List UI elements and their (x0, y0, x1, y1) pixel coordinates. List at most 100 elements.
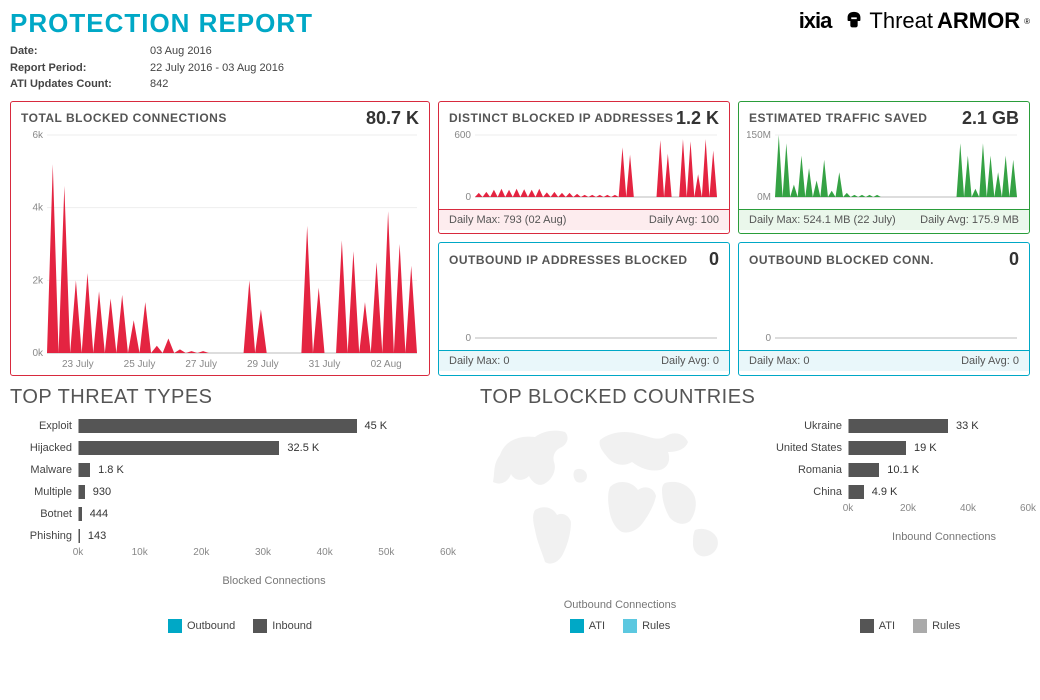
bottom-grid: TOP THREAT TYPES Exploit45 KHijacked32.5… (10, 386, 1030, 611)
helmet-icon (843, 10, 865, 32)
hbar-label: Multiple (10, 486, 78, 498)
section-threat-types: TOP THREAT TYPES Exploit45 KHijacked32.5… (10, 386, 470, 611)
chart-total-blocked: 0k2k4k6k23 July25 July27 July29 July31 J… (11, 131, 429, 375)
hbar-label: Malware (10, 464, 78, 476)
legend-swatch (623, 619, 637, 633)
hbar-tick: 60k (1020, 503, 1036, 514)
hbar-fill (849, 419, 948, 433)
legend-label: ATI (589, 620, 605, 632)
hbar-label: United States (760, 442, 848, 454)
hbar-tick: 20k (193, 547, 209, 558)
panel-outip-value: 0 (709, 249, 719, 270)
legend-label: Outbound (187, 620, 235, 632)
panel-distinct-title: DISTINCT BLOCKED IP ADDRESSES (449, 111, 674, 125)
hbar-row: Multiple 930 (10, 481, 470, 503)
legend-swatch (168, 619, 182, 633)
meta-period: Report Period: 22 July 2016 - 03 Aug 201… (10, 60, 313, 77)
panel-outconn-max: Daily Max: 0 (749, 355, 810, 367)
hbar-row: Exploit45 K (10, 415, 470, 437)
chart-threat-types: Exploit45 K Hijacked 32.5 K Malware 1.8 K Mul… (10, 415, 470, 587)
svg-text:25 July: 25 July (124, 359, 156, 369)
chart-traffic-saved: 0M150M (739, 131, 1029, 209)
panel-traffic-max: Daily Max: 524.1 MB (22 July) (749, 214, 896, 226)
hbar-fill (849, 463, 879, 477)
hbar-row: United States 19 K (760, 437, 1040, 459)
legend-map: ATI Rules (480, 619, 760, 633)
svg-text:4k: 4k (32, 202, 44, 213)
legends-row: Outbound Inbound ATI Rules ATI Rules (10, 619, 1030, 633)
hbar-value: 1.8 K (94, 463, 124, 477)
legend-label: ATI (879, 620, 895, 632)
hbar-track: 10.1 K (848, 463, 1040, 477)
legend-item: ATI (860, 619, 895, 633)
hbar-tick: 0k (843, 503, 854, 514)
legend-swatch (860, 619, 874, 633)
hbar-row: Phishing143 (10, 525, 470, 547)
logo-threatarmor: ThreatARMOR® (843, 8, 1030, 34)
hbar-row: Romania 10.1 K (760, 459, 1040, 481)
hbar-value: 32.5 K (283, 441, 319, 455)
hbar-label: Botnet (10, 508, 78, 520)
logo-threat-prefix: Threat (869, 8, 933, 34)
hbar-label: China (760, 486, 848, 498)
panel-total-blocked: TOTAL BLOCKED CONNECTIONS 80.7 K 0k2k4k6… (10, 101, 430, 376)
hbar-row: China 4.9 K (760, 481, 1040, 503)
panel-outconn-title: OUTBOUND BLOCKED CONN. (749, 253, 934, 267)
hbar-track: 32.5 K (78, 441, 470, 455)
chart-distinct-ip: 0600 (439, 131, 729, 209)
svg-text:23 July: 23 July (62, 359, 94, 369)
hbar-label: Romania (760, 464, 848, 476)
hbar-value: 45 K (361, 419, 388, 433)
panel-total-value: 80.7 K (366, 108, 419, 129)
chart-blocked-countries: Ukraine33 K United States 19 K Romania 10.1 … (760, 415, 1040, 611)
world-map: Outbound Connections (480, 415, 760, 611)
meta-updates: ATI Updates Count: 842 (10, 76, 313, 93)
header: PROTECTION REPORT Date: 03 Aug 2016 Repo… (10, 8, 1030, 93)
svg-text:6k: 6k (32, 131, 44, 141)
meta-date: Date: 03 Aug 2016 (10, 43, 313, 60)
hbar-value: 4.9 K (868, 485, 898, 499)
legend-item: Rules (913, 619, 960, 633)
svg-text:29 July: 29 July (247, 359, 279, 369)
panel-traffic-value: 2.1 GB (962, 108, 1019, 129)
hbar-value: 444 (86, 507, 108, 521)
legend-threat-types: Outbound Inbound (10, 619, 470, 633)
hbar-tick: 20k (900, 503, 916, 514)
panel-outconn-avg: Daily Avg: 0 (961, 355, 1019, 367)
hbar-track: 45 K (78, 419, 470, 433)
meta-updates-label: ATI Updates Count: (10, 76, 150, 93)
svg-text:02 Aug: 02 Aug (371, 359, 402, 369)
chart-outbound-ip: 0 (439, 272, 729, 350)
header-left: PROTECTION REPORT Date: 03 Aug 2016 Repo… (10, 8, 313, 93)
legend-swatch (570, 619, 584, 633)
hbar-value: 10.1 K (883, 463, 919, 477)
legend-item: Inbound (253, 619, 312, 633)
legend-label: Rules (642, 620, 670, 632)
hbar-value: 33 K (952, 419, 979, 433)
hbar-track: 33 K (848, 419, 1040, 433)
page-title: PROTECTION REPORT (10, 8, 313, 39)
section-blocked-countries: TOP BLOCKED COUNTRIES Outbound Connectio… (480, 386, 1040, 611)
hbar-track: 4.9 K (848, 485, 1040, 499)
svg-text:150M: 150M (747, 131, 771, 141)
hbar-label: Hijacked (10, 442, 78, 454)
hbar-value: 19 K (910, 441, 937, 455)
svg-text:0: 0 (465, 333, 471, 344)
hbar-tick: 40k (960, 503, 976, 514)
hbar-value: 930 (89, 485, 111, 499)
meta-period-value: 22 July 2016 - 03 Aug 2016 (150, 60, 284, 77)
legend-item: ATI (570, 619, 605, 633)
logo-threat-suffix: ARMOR (937, 8, 1020, 34)
svg-text:27 July: 27 July (185, 359, 217, 369)
panel-traffic-avg: Daily Avg: 175.9 MB (920, 214, 1019, 226)
panel-outip-title: OUTBOUND IP ADDRESSES BLOCKED (449, 253, 688, 267)
hbar-track: 143 (78, 529, 470, 543)
meta-period-label: Report Period: (10, 60, 150, 77)
hbar-track: 930 (78, 485, 470, 499)
hbar-fill (849, 441, 906, 455)
legend-label: Rules (932, 620, 960, 632)
hbar-row: Ukraine33 K (760, 415, 1040, 437)
svg-text:0k: 0k (32, 348, 44, 359)
logo-ixia: ixia (799, 8, 832, 34)
meta-date-value: 03 Aug 2016 (150, 43, 212, 60)
